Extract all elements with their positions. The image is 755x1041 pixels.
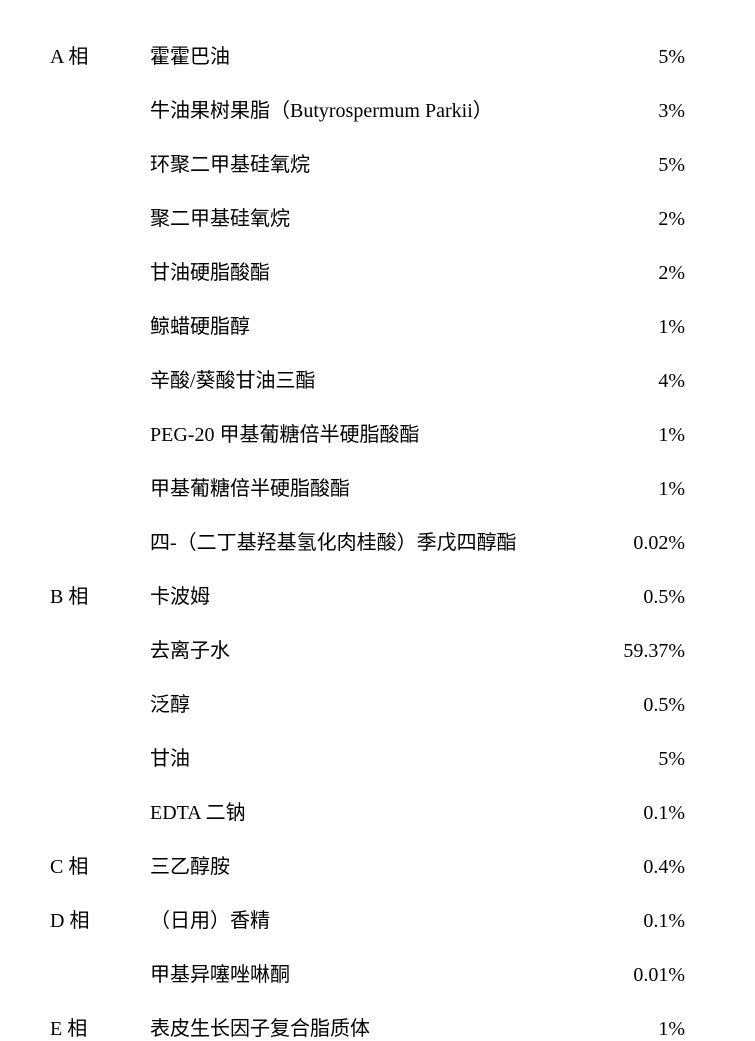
table-row: 甘油 5% — [50, 742, 705, 771]
ingredient-name: 甘油 — [120, 742, 605, 771]
ingredient-percentage: 0.01% — [605, 964, 705, 987]
phase-label: A 相 — [50, 40, 120, 69]
table-row: 甘油硬脂酸酯 2% — [50, 256, 705, 285]
table-row: 鲸蜡硬脂醇 1% — [50, 310, 705, 339]
ingredient-percentage: 2% — [605, 262, 705, 285]
phase-label: C 相 — [50, 850, 120, 879]
ingredient-name: PEG-20 甲基葡糖倍半硬脂酸酯 — [120, 418, 605, 447]
ingredient-percentage: 3% — [605, 100, 705, 123]
ingredient-name: 卡波姆 — [120, 580, 605, 609]
table-row: E 相 表皮生长因子复合脂质体 1% — [50, 1012, 705, 1041]
ingredient-percentage: 2% — [605, 208, 705, 231]
ingredient-name: 聚二甲基硅氧烷 — [120, 202, 605, 231]
ingredient-percentage: 5% — [605, 46, 705, 69]
formulation-table: A 相 霍霍巴油 5% 牛油果树果脂（Butyrospermum Parkii）… — [50, 40, 705, 1041]
ingredient-percentage: 1% — [605, 1018, 705, 1041]
ingredient-name: 表皮生长因子复合脂质体 — [120, 1012, 605, 1041]
ingredient-percentage: 5% — [605, 154, 705, 177]
ingredient-percentage: 5% — [605, 748, 705, 771]
ingredient-percentage: 0.4% — [605, 856, 705, 879]
ingredient-percentage: 1% — [605, 424, 705, 447]
ingredient-name: （日用）香精 — [120, 904, 605, 933]
table-row: 环聚二甲基硅氧烷 5% — [50, 148, 705, 177]
table-row: C 相 三乙醇胺 0.4% — [50, 850, 705, 879]
table-row: A 相 霍霍巴油 5% — [50, 40, 705, 69]
ingredient-percentage: 59.37% — [605, 640, 705, 663]
table-row: 四-（二丁基羟基氢化肉桂酸）季戊四醇酯 0.02% — [50, 526, 705, 555]
ingredient-percentage: 1% — [605, 478, 705, 501]
ingredient-name: 环聚二甲基硅氧烷 — [120, 148, 605, 177]
ingredient-name: 甲基葡糖倍半硬脂酸酯 — [120, 472, 605, 501]
table-row: 牛油果树果脂（Butyrospermum Parkii） 3% — [50, 94, 705, 123]
ingredient-percentage: 4% — [605, 370, 705, 393]
ingredient-name: 四-（二丁基羟基氢化肉桂酸）季戊四醇酯 — [120, 526, 605, 555]
table-row: 去离子水 59.37% — [50, 634, 705, 663]
ingredient-name: 牛油果树果脂（Butyrospermum Parkii） — [120, 94, 605, 123]
phase-label: E 相 — [50, 1012, 120, 1041]
ingredient-name: 霍霍巴油 — [120, 40, 605, 69]
ingredient-name: 三乙醇胺 — [120, 850, 605, 879]
ingredient-percentage: 1% — [605, 316, 705, 339]
table-row: 甲基葡糖倍半硬脂酸酯 1% — [50, 472, 705, 501]
ingredient-name: 去离子水 — [120, 634, 605, 663]
ingredient-percentage: 0.5% — [605, 586, 705, 609]
table-row: PEG-20 甲基葡糖倍半硬脂酸酯 1% — [50, 418, 705, 447]
ingredient-name: 甲基异噻唑啉酮 — [120, 958, 605, 987]
table-row: D 相 （日用）香精 0.1% — [50, 904, 705, 933]
ingredient-percentage: 0.1% — [605, 802, 705, 825]
ingredient-percentage: 0.02% — [605, 532, 705, 555]
table-row: B 相 卡波姆 0.5% — [50, 580, 705, 609]
ingredient-percentage: 0.5% — [605, 694, 705, 717]
ingredient-name: EDTA 二钠 — [120, 796, 605, 825]
ingredient-name: 甘油硬脂酸酯 — [120, 256, 605, 285]
table-row: 甲基异噻唑啉酮 0.01% — [50, 958, 705, 987]
ingredient-name: 泛醇 — [120, 688, 605, 717]
phase-label: D 相 — [50, 904, 120, 933]
ingredient-percentage: 0.1% — [605, 910, 705, 933]
ingredient-name: 辛酸/葵酸甘油三酯 — [120, 364, 605, 393]
table-row: EDTA 二钠 0.1% — [50, 796, 705, 825]
table-row: 泛醇 0.5% — [50, 688, 705, 717]
ingredient-name: 鲸蜡硬脂醇 — [120, 310, 605, 339]
table-row: 辛酸/葵酸甘油三酯 4% — [50, 364, 705, 393]
phase-label: B 相 — [50, 580, 120, 609]
table-row: 聚二甲基硅氧烷 2% — [50, 202, 705, 231]
